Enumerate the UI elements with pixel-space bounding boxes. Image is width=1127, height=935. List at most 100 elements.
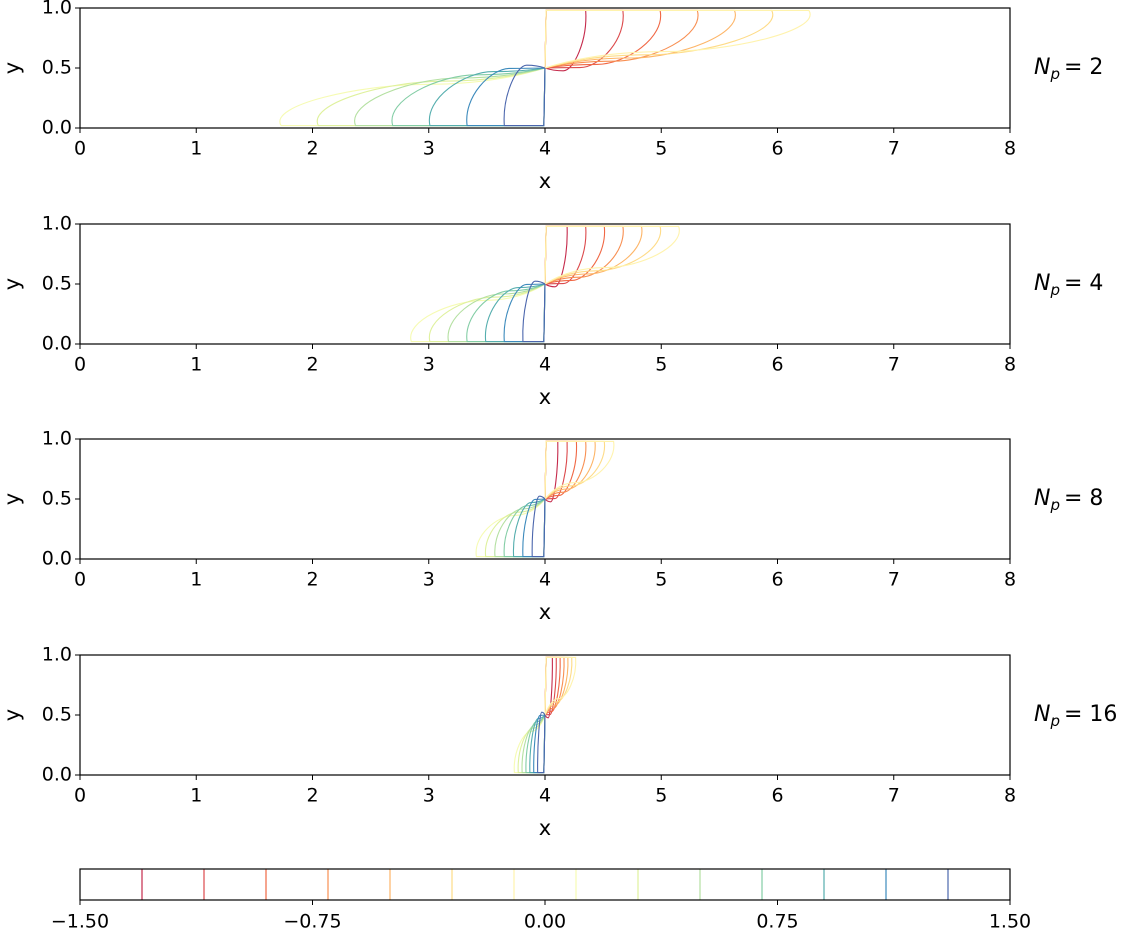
panel-annotation: Np = 4: [1034, 271, 1103, 299]
x-tick-label: 1: [190, 354, 202, 376]
contour-line: [494, 498, 546, 558]
x-tick-label: 8: [1004, 138, 1016, 160]
x-tick-label: 8: [1004, 354, 1016, 376]
contour-line: [544, 440, 605, 500]
contour-line: [466, 67, 546, 127]
contour-line: [537, 711, 546, 774]
colorbar-tick-label: −0.75: [283, 911, 341, 933]
contour-line: [531, 495, 546, 558]
y-tick-label: 0.5: [42, 57, 72, 79]
contour-line: [544, 9, 662, 69]
panel-annotation: Np = 2: [1034, 55, 1103, 83]
x-tick-label: 0: [74, 354, 86, 376]
contour-line: [544, 656, 565, 716]
contour-line: [544, 9, 736, 69]
contour-line: [544, 440, 596, 500]
x-tick-label: 4: [539, 138, 551, 160]
x-axis-label: x: [539, 816, 551, 840]
contour-line: [525, 714, 546, 774]
x-tick-label: 5: [655, 354, 667, 376]
x-tick-label: 7: [888, 785, 900, 807]
x-tick-label: 8: [1004, 569, 1016, 591]
contour-line: [410, 283, 546, 343]
x-tick-label: 1: [190, 138, 202, 160]
x-tick-label: 0: [74, 569, 86, 591]
colorbar-tick-label: 0.75: [756, 911, 798, 933]
x-axis-label: x: [539, 600, 551, 624]
y-tick-label: 1.0: [42, 428, 72, 450]
annotation-subscript: p: [1049, 496, 1060, 514]
contour-line: [544, 440, 615, 500]
contour-line: [279, 67, 546, 127]
x-tick-label: 6: [771, 354, 783, 376]
contour-line: [544, 440, 578, 500]
contour-line: [485, 283, 546, 343]
x-tick-label: 1: [190, 569, 202, 591]
annotation-text: = 8: [1064, 486, 1103, 511]
y-tick-label: 1.0: [42, 0, 72, 19]
annotation-subscript: p: [1049, 281, 1060, 299]
contour-line: [503, 283, 546, 343]
x-tick-label: 4: [539, 569, 551, 591]
x-tick-label: 3: [423, 354, 435, 376]
y-tick-label: 0.0: [42, 117, 72, 139]
annotation-symbol: N: [1034, 55, 1050, 80]
x-tick-label: 6: [771, 138, 783, 160]
contour-line: [533, 714, 546, 774]
annotation-text: = 4: [1064, 271, 1103, 296]
x-tick-label: 5: [655, 785, 667, 807]
contour-line: [544, 656, 561, 716]
contour-line: [544, 440, 568, 500]
contour-line: [517, 714, 546, 774]
annotation-symbol: N: [1034, 702, 1050, 727]
annotation-subscript: p: [1049, 712, 1060, 730]
x-tick-label: 1: [190, 785, 202, 807]
contour-line: [544, 440, 559, 503]
colorbar-tick-label: 1.50: [989, 911, 1031, 933]
colorbar-frame: [79, 868, 1011, 901]
x-tick-label: 8: [1004, 785, 1016, 807]
y-tick-label: 0.5: [42, 704, 72, 726]
contour-line: [544, 9, 587, 72]
y-tick-label: 0.0: [42, 548, 72, 570]
annotation-symbol: N: [1034, 271, 1050, 296]
contour-line: [503, 64, 546, 127]
x-tick-label: 2: [306, 569, 318, 591]
x-tick-label: 3: [423, 785, 435, 807]
contour-line: [544, 225, 643, 285]
x-tick-label: 3: [423, 138, 435, 160]
contour-line: [544, 225, 680, 285]
contour-line: [391, 67, 546, 127]
panel-annotation: Np = 16: [1034, 702, 1117, 730]
contour-line: [544, 9, 699, 69]
contour-line: [544, 225, 605, 285]
x-tick-label: 3: [423, 569, 435, 591]
y-tick-label: 0.5: [42, 488, 72, 510]
contour-line: [544, 225, 624, 285]
annotation-text: = 2: [1064, 55, 1103, 80]
colorbar-tick-label: 0.00: [524, 911, 566, 933]
x-tick-label: 2: [306, 354, 318, 376]
contour-line: [544, 9, 774, 69]
contour-line: [544, 656, 553, 719]
x-tick-label: 0: [74, 785, 86, 807]
y-tick-label: 0.0: [42, 764, 72, 786]
contour-line: [354, 67, 546, 127]
contour-line: [466, 283, 546, 343]
x-tick-label: 2: [306, 138, 318, 160]
contour-line: [544, 225, 662, 285]
x-axis-label: x: [539, 385, 551, 409]
y-tick-label: 0.5: [42, 273, 72, 295]
x-tick-label: 4: [539, 354, 551, 376]
x-axis-label: x: [539, 169, 551, 193]
y-tick-label: 1.0: [42, 644, 72, 666]
x-tick-label: 4: [539, 785, 551, 807]
contour-line: [316, 67, 546, 127]
x-tick-label: 6: [771, 569, 783, 591]
y-axis-label: y: [0, 62, 24, 74]
contour-line: [512, 498, 546, 558]
contour-line: [544, 656, 577, 716]
annotation-text: = 16: [1064, 702, 1117, 727]
